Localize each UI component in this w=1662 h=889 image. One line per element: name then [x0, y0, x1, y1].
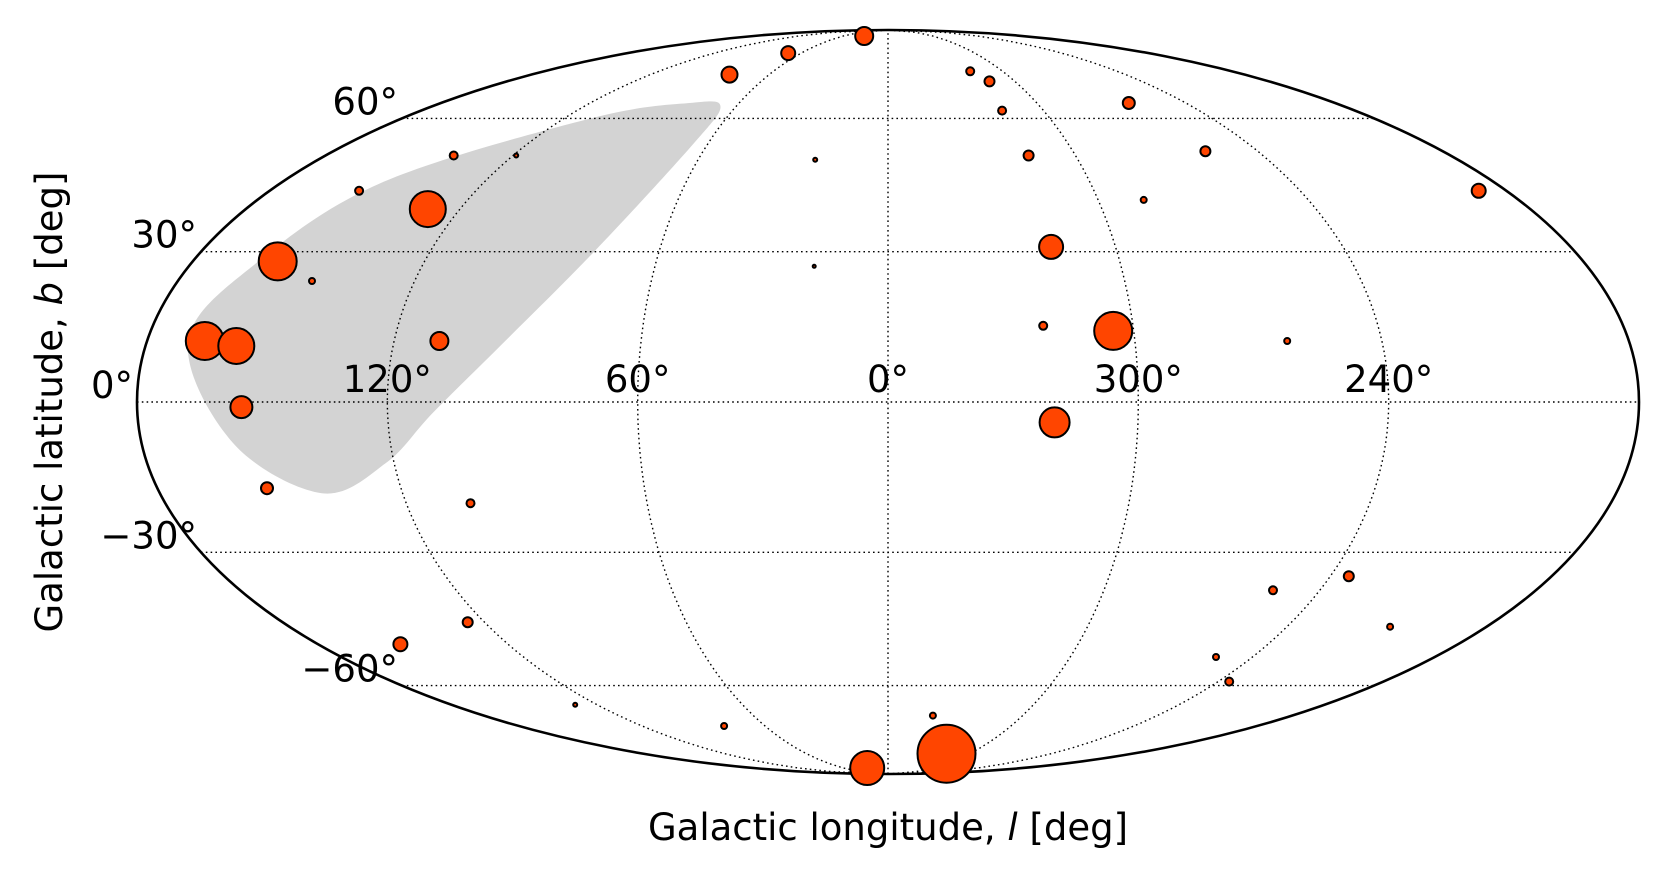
- source-marker: [1268, 585, 1278, 596]
- longitude-tick-label: 0°: [867, 358, 909, 401]
- source-marker: [1470, 182, 1487, 199]
- source-marker: [1386, 622, 1395, 631]
- source-marker: [217, 327, 256, 365]
- x-axis-label: Galactic longitude, l [deg]: [648, 806, 1128, 849]
- source-marker: [1224, 676, 1235, 687]
- source-marker: [983, 75, 996, 88]
- source-marker: [849, 750, 886, 786]
- longitude-tick-labels: 120° 60° 0° 300° 240°: [343, 358, 1434, 401]
- source-marker: [308, 277, 316, 285]
- graticule-grid: [137, 29, 1639, 775]
- y-axis-label-prefix: Galactic latitude,: [28, 305, 71, 632]
- source-marker: [1022, 149, 1035, 162]
- sky-boundary-ellipse: [135, 28, 1641, 776]
- source-marker: [997, 105, 1008, 116]
- source-marker: [1199, 145, 1212, 158]
- source-marker: [854, 26, 875, 46]
- source-marker: [408, 190, 447, 229]
- x-axis-label-unit: [deg]: [1018, 806, 1128, 849]
- y-axis-label: Galactic latitude, b [deg]: [28, 172, 71, 633]
- source-marker: [812, 156, 819, 163]
- source-marker: [1139, 195, 1148, 204]
- latitude-tick-label: −30°: [100, 514, 197, 557]
- source-marker: [1093, 310, 1134, 351]
- source-marker: [260, 481, 274, 496]
- longitude-gridline: [887, 29, 1390, 775]
- longitude-tick-label: 120°: [343, 358, 432, 401]
- source-marker: [1038, 320, 1049, 331]
- latitude-tick-labels: 60° 30° 0° −30° −60°: [91, 80, 398, 690]
- source-marker: [780, 45, 797, 62]
- y-axis-label-unit: [deg]: [28, 172, 71, 282]
- source-marker: [1212, 653, 1220, 661]
- source-marker: [448, 150, 459, 161]
- source-marker: [720, 65, 739, 84]
- source-marker: [1121, 96, 1136, 110]
- source-marker: [916, 723, 977, 784]
- source-marker: [928, 711, 937, 720]
- source-marker: [572, 701, 579, 708]
- x-axis-label-prefix: Galactic longitude,: [648, 806, 1007, 849]
- source-marker: [720, 722, 729, 730]
- x-axis-label-symbol: l: [1007, 806, 1018, 849]
- source-marker: [1342, 570, 1355, 583]
- latitude-tick-label: −60°: [301, 648, 398, 691]
- latitude-tick-label: 60°: [332, 80, 398, 123]
- source-marker: [513, 152, 520, 159]
- source-marker: [461, 616, 474, 629]
- longitude-tick-label: 60°: [605, 358, 671, 401]
- source-marker: [229, 395, 254, 420]
- source-marker: [465, 498, 476, 509]
- source-marker: [1283, 337, 1292, 345]
- source-marker: [1038, 233, 1065, 260]
- shaded-region-layer: [187, 101, 721, 494]
- source-marker: [1038, 406, 1071, 439]
- longitude-gridline: [386, 29, 889, 775]
- source-markers: [184, 26, 1487, 786]
- latitude-tick-label: 0°: [91, 364, 133, 407]
- source-marker: [257, 241, 298, 282]
- longitude-tick-label: 300°: [1094, 358, 1183, 401]
- latitude-tick-label: 30°: [131, 214, 197, 257]
- source-marker: [429, 331, 450, 351]
- source-marker: [354, 185, 365, 196]
- y-axis-label-symbol: b: [28, 282, 71, 306]
- source-marker: [965, 66, 976, 77]
- source-marker: [392, 636, 409, 653]
- shaded-region: [187, 101, 721, 494]
- source-marker: [811, 263, 817, 269]
- longitude-tick-label: 240°: [1344, 358, 1433, 401]
